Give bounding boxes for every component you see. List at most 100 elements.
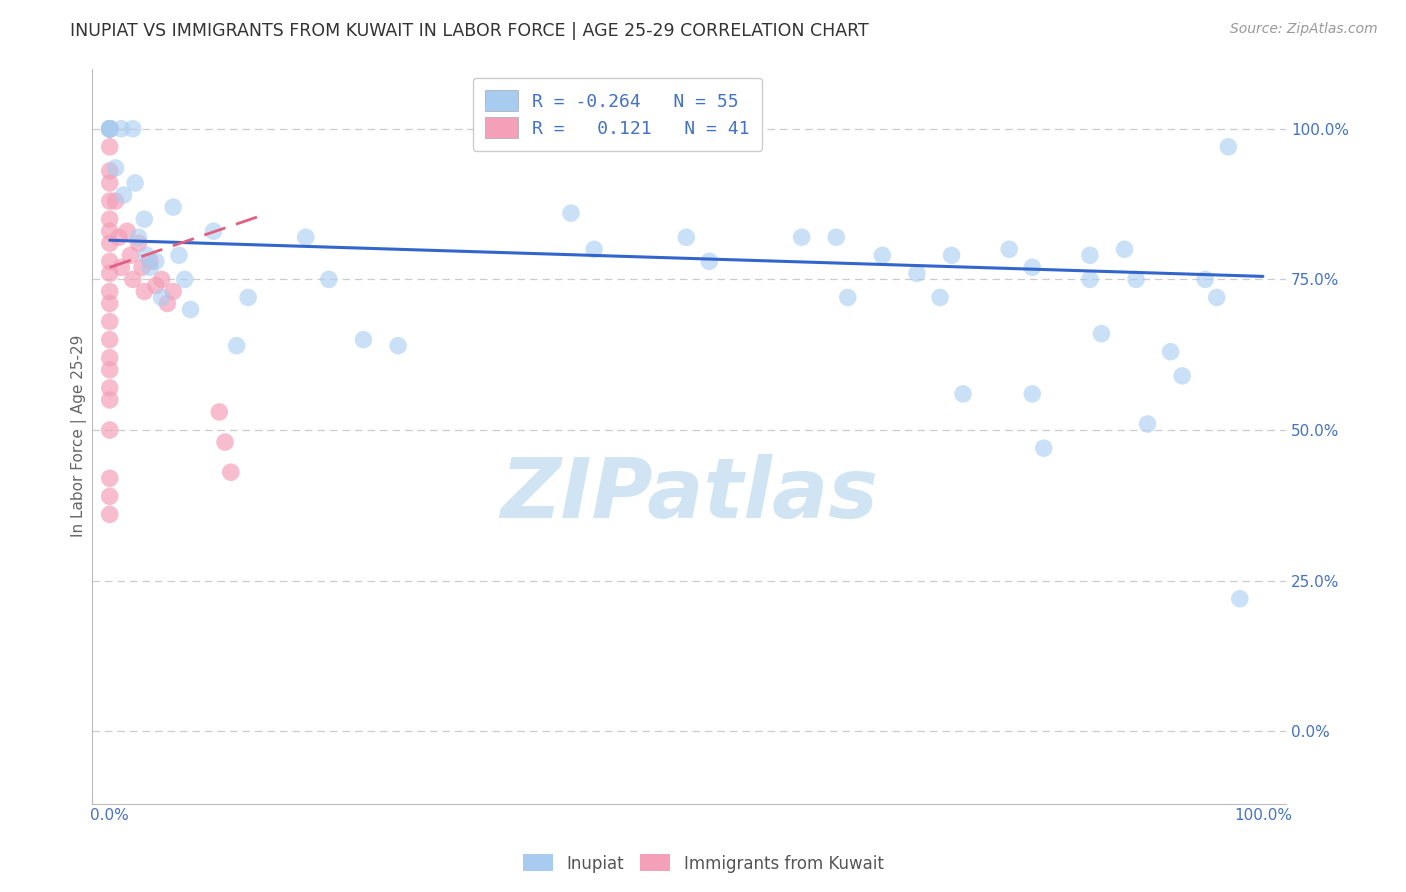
Point [1194, 272, 1216, 286]
Point [675, 230, 697, 244]
Point [1078, 248, 1101, 262]
Point [128, 230, 150, 244]
Point [1171, 368, 1194, 383]
Point [699, 254, 721, 268]
Point [560, 206, 582, 220]
Point [98, 489, 121, 503]
Point [1090, 326, 1112, 341]
Point [1205, 291, 1227, 305]
Point [98, 315, 121, 329]
Point [98, 140, 121, 154]
Point [294, 230, 316, 244]
Point [145, 254, 167, 268]
Point [98, 121, 121, 136]
Point [98, 423, 121, 437]
Point [1078, 272, 1101, 286]
Point [173, 272, 195, 286]
Point [131, 260, 153, 275]
Point [167, 248, 190, 262]
Point [150, 272, 173, 286]
Point [318, 272, 340, 286]
Point [139, 254, 162, 268]
Point [98, 296, 121, 310]
Point [104, 194, 127, 208]
Point [98, 224, 121, 238]
Point [98, 254, 121, 268]
Point [134, 212, 156, 227]
Point [112, 188, 135, 202]
Point [1114, 242, 1136, 256]
Text: INUPIAT VS IMMIGRANTS FROM KUWAIT IN LABOR FORCE | AGE 25-29 CORRELATION CHART: INUPIAT VS IMMIGRANTS FROM KUWAIT IN LAB… [70, 22, 869, 40]
Point [352, 333, 374, 347]
Point [110, 121, 132, 136]
Point [202, 224, 225, 238]
Point [872, 248, 894, 262]
Point [134, 285, 156, 299]
Point [145, 278, 167, 293]
Point [98, 121, 121, 136]
Point [115, 224, 138, 238]
Point [124, 176, 146, 190]
Point [225, 339, 247, 353]
Point [98, 121, 121, 136]
Point [139, 260, 162, 275]
Point [1021, 387, 1043, 401]
Point [98, 471, 121, 485]
Point [1125, 272, 1147, 286]
Point [104, 161, 127, 175]
Point [905, 266, 928, 280]
Point [98, 176, 121, 190]
Point [150, 291, 173, 305]
Point [108, 230, 131, 244]
Point [98, 121, 121, 136]
Point [214, 435, 236, 450]
Point [162, 285, 184, 299]
Point [98, 363, 121, 377]
Point [583, 242, 606, 256]
Point [110, 260, 132, 275]
Point [98, 212, 121, 227]
Point [98, 508, 121, 522]
Point [128, 236, 150, 251]
Point [1160, 344, 1182, 359]
Point [998, 242, 1021, 256]
Point [98, 194, 121, 208]
Y-axis label: In Labor Force | Age 25-29: In Labor Force | Age 25-29 [72, 334, 87, 537]
Point [98, 381, 121, 395]
Point [156, 296, 179, 310]
Point [98, 121, 121, 136]
Point [98, 236, 121, 251]
Point [120, 248, 142, 262]
Point [825, 230, 848, 244]
Point [98, 392, 121, 407]
Point [162, 200, 184, 214]
Text: Source: ZipAtlas.com: Source: ZipAtlas.com [1230, 22, 1378, 37]
Point [790, 230, 813, 244]
Point [98, 121, 121, 136]
Point [387, 339, 409, 353]
Point [98, 333, 121, 347]
Point [941, 248, 963, 262]
Point [98, 121, 121, 136]
Point [1218, 140, 1240, 154]
Point [1136, 417, 1159, 431]
Point [952, 387, 974, 401]
Point [98, 121, 121, 136]
Point [236, 291, 259, 305]
Point [121, 272, 143, 286]
Point [98, 266, 121, 280]
Point [837, 291, 859, 305]
Point [98, 351, 121, 365]
Point [121, 121, 143, 136]
Legend: Inupiat, Immigrants from Kuwait: Inupiat, Immigrants from Kuwait [516, 847, 890, 880]
Point [1021, 260, 1043, 275]
Point [208, 405, 231, 419]
Point [179, 302, 201, 317]
Point [1032, 441, 1054, 455]
Point [98, 285, 121, 299]
Point [219, 465, 242, 479]
Point [929, 291, 952, 305]
Legend: R = -0.264   N = 55, R =   0.121   N = 41: R = -0.264 N = 55, R = 0.121 N = 41 [472, 78, 762, 151]
Point [1229, 591, 1251, 606]
Point [135, 248, 157, 262]
